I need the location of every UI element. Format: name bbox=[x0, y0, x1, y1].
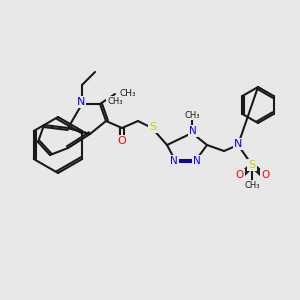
Text: S: S bbox=[149, 122, 157, 132]
Text: N: N bbox=[234, 139, 242, 149]
Text: CH₃: CH₃ bbox=[107, 97, 123, 106]
Text: CH₃: CH₃ bbox=[119, 89, 136, 98]
Text: N: N bbox=[170, 156, 178, 166]
Text: O: O bbox=[118, 136, 126, 146]
Text: CH₃: CH₃ bbox=[184, 110, 200, 119]
Text: N: N bbox=[77, 97, 85, 107]
Text: S: S bbox=[248, 160, 256, 170]
Text: N: N bbox=[189, 126, 197, 136]
Text: O: O bbox=[236, 170, 244, 180]
Text: CH₃: CH₃ bbox=[244, 181, 260, 190]
Text: N: N bbox=[193, 156, 201, 166]
Text: O: O bbox=[261, 170, 269, 180]
